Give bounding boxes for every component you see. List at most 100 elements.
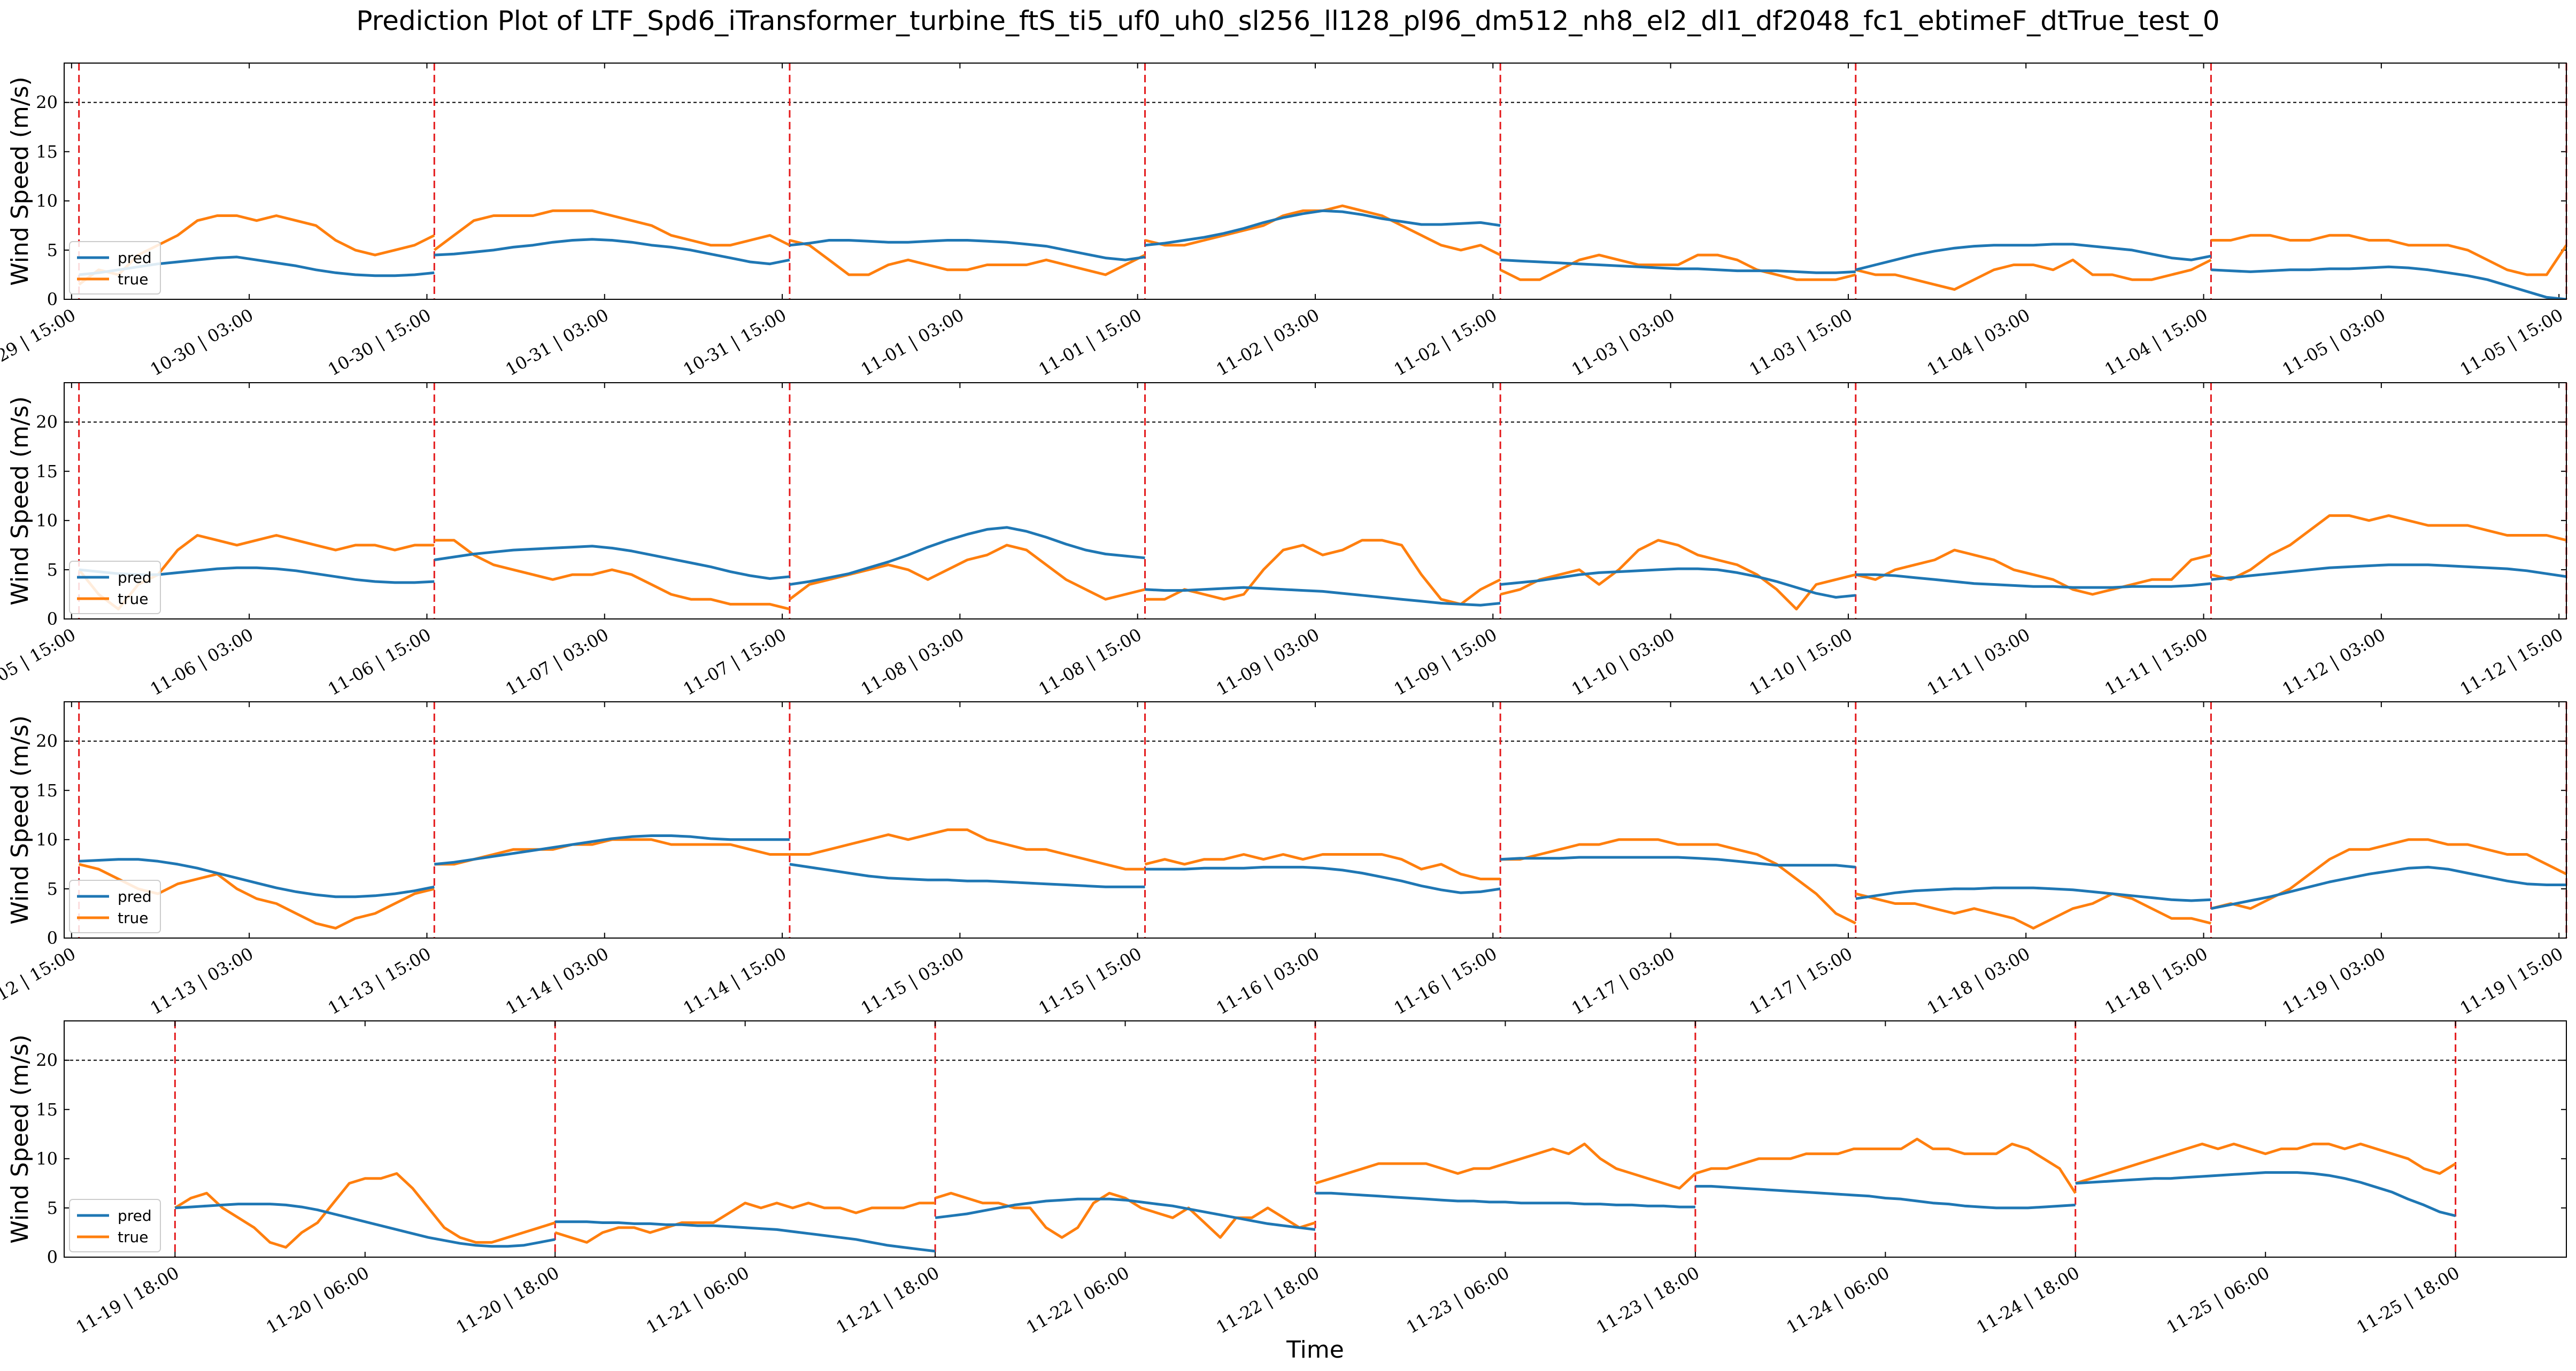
true-series-line xyxy=(1695,1137,2077,1194)
legend-label-true: true xyxy=(118,590,148,608)
x-tick-label: 11-06 | 15:00 xyxy=(325,624,435,700)
y-axis-label: Wind Speed (m/s) xyxy=(6,715,34,924)
legend-box xyxy=(69,561,161,614)
y-tick-label: 20 xyxy=(36,731,58,752)
legend-label-pred: pred xyxy=(118,888,152,905)
x-tick-label: 11-17 | 15:00 xyxy=(1746,943,1856,1019)
x-tick-label: 11-22 | 18:00 xyxy=(1213,1262,1323,1338)
x-tick-label: 11-24 | 06:00 xyxy=(1783,1262,1893,1338)
true-series-line xyxy=(2211,234,2566,276)
y-tick-label: 0 xyxy=(47,1247,58,1267)
x-tick-label: 11-10 | 15:00 xyxy=(1746,624,1856,700)
pred-series-line xyxy=(2075,1171,2456,1218)
x-tick-label: 10-31 | 15:00 xyxy=(680,305,790,380)
true-series-line xyxy=(1145,539,1501,606)
pred-series-line xyxy=(79,858,435,898)
x-tick-label: 11-09 | 03:00 xyxy=(1213,624,1323,700)
y-axis-label: Wind Speed (m/s) xyxy=(6,76,34,285)
x-tick-label: 11-23 | 06:00 xyxy=(1403,1262,1513,1338)
y-tick-label: 10 xyxy=(36,510,58,531)
pred-series-line xyxy=(555,1220,936,1253)
pred-series-line xyxy=(434,834,790,866)
pred-series-line xyxy=(1855,886,2211,902)
legend: pred true xyxy=(69,880,161,933)
x-tick-label: 11-18 | 15:00 xyxy=(2101,943,2211,1019)
legend: pred true xyxy=(69,561,161,614)
x-tick-label: 11-01 | 15:00 xyxy=(1035,305,1145,380)
x-tick-label: 11-16 | 15:00 xyxy=(1391,943,1501,1019)
panel-frame xyxy=(64,701,2567,939)
y-tick-label: 20 xyxy=(36,1050,58,1071)
pred-series-line xyxy=(1695,1184,2076,1210)
pred-series-line xyxy=(1500,856,1856,869)
legend-box xyxy=(69,241,161,295)
x-axis-label: Time xyxy=(1286,1336,1344,1364)
true-series-line xyxy=(1855,548,2212,596)
y-axis-label: Wind Speed (m/s) xyxy=(6,396,34,605)
legend-label-true: true xyxy=(118,909,148,927)
x-tick-label: 11-11 | 15:00 xyxy=(2101,624,2211,700)
pred-series-line xyxy=(1500,258,1856,274)
x-tick-label: 11-25 | 18:00 xyxy=(2353,1262,2463,1338)
y-tick-label: 5 xyxy=(47,1198,58,1218)
true-series-line xyxy=(433,209,791,251)
true-series-line xyxy=(1500,838,1856,925)
x-tick-label: 11-15 | 03:00 xyxy=(858,943,968,1019)
pred-series-line xyxy=(1145,586,1501,607)
true-series-line xyxy=(1315,1142,1696,1190)
y-tick-label: 10 xyxy=(36,191,58,211)
pred-series-line xyxy=(175,1203,556,1248)
x-tick-label: 11-22 | 06:00 xyxy=(1023,1262,1133,1338)
x-tick-label: 11-03 | 15:00 xyxy=(1746,305,1856,380)
x-tick-label: 11-02 | 15:00 xyxy=(1391,305,1501,380)
pred-series-line xyxy=(1145,865,1501,894)
legend: pred true xyxy=(69,241,161,295)
x-tick-label: 11-16 | 03:00 xyxy=(1213,943,1323,1019)
true-series-line xyxy=(1500,539,1856,611)
x-tick-label: 11-15 | 15:00 xyxy=(1035,943,1145,1019)
true-series-line xyxy=(174,1172,556,1249)
x-tick-label: 11-04 | 03:00 xyxy=(1924,305,2034,380)
true-series-line xyxy=(1144,853,1501,880)
true-series-line xyxy=(1144,204,1501,257)
true-series-line xyxy=(434,838,790,866)
x-tick-label: 11-06 | 03:00 xyxy=(146,624,257,700)
x-tick-label: 11-04 | 15:00 xyxy=(2101,305,2211,380)
pred-series-line xyxy=(789,526,1145,586)
x-tick-label: 10-30 | 03:00 xyxy=(146,305,257,380)
true-series-line xyxy=(935,1191,1316,1239)
legend-label-pred: pred xyxy=(118,249,152,267)
legend-box xyxy=(69,880,161,933)
pred-series-line xyxy=(935,1197,1316,1231)
pred-series-line xyxy=(1855,243,2211,272)
x-tick-label: 11-01 | 03:00 xyxy=(858,305,968,380)
true-series-line xyxy=(789,544,1146,601)
x-tick-label: 11-12 | 15:00 xyxy=(2456,624,2566,700)
x-tick-label: 11-14 | 15:00 xyxy=(680,943,790,1019)
pred-series-line xyxy=(1145,209,1501,247)
true-series-line xyxy=(2210,514,2566,581)
y-tick-label: 5 xyxy=(47,879,58,899)
pred-series-line xyxy=(1855,573,2211,589)
pred-series-line xyxy=(2210,865,2566,910)
x-tick-label: 11-02 | 03:00 xyxy=(1213,305,1323,380)
x-tick-label: 11-11 | 03:00 xyxy=(1924,624,2034,700)
pred-series-line xyxy=(2211,563,2566,581)
x-tick-label: 10-30 | 15:00 xyxy=(325,305,435,380)
x-tick-label: 11-07 | 03:00 xyxy=(502,624,612,700)
y-tick-label: 10 xyxy=(36,830,58,850)
x-tick-label: 11-09 | 15:00 xyxy=(1391,624,1501,700)
pred-series-line xyxy=(789,239,1145,261)
x-tick-label: 11-05 | 15:00 xyxy=(0,624,79,700)
true-series-line xyxy=(2210,838,2566,910)
x-tick-label: 10-31 | 03:00 xyxy=(502,305,612,380)
x-tick-label: 11-19 | 15:00 xyxy=(2456,943,2566,1019)
y-tick-label: 10 xyxy=(36,1149,58,1169)
legend-box xyxy=(69,1199,161,1252)
pred-series-line xyxy=(434,238,790,266)
pred-series-line xyxy=(2211,265,2566,299)
panel-frame xyxy=(64,382,2567,619)
